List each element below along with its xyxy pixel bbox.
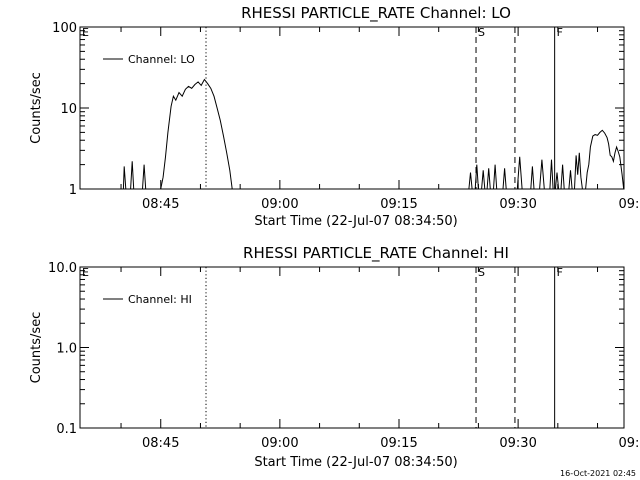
y-axis-label: Counts/sec: [29, 72, 44, 144]
y-tick-label: 1.0: [56, 342, 77, 357]
chart-lo-channel: RHESSI PARTICLE_RATE Channel: LO Counts/s…: [29, 4, 640, 229]
event-marker-label: F: [557, 266, 563, 279]
y-tick-label: 100: [52, 21, 77, 36]
x-tick-label: 09:15: [380, 197, 417, 212]
x-tick-label: 09:45: [619, 197, 640, 212]
x-tick-label: 08:45: [142, 436, 179, 451]
y-axis-label: Counts/sec: [29, 312, 44, 384]
x-axis-label: Start Time (22-Jul-07 08:34:50): [254, 455, 457, 470]
legend-label: Channel: LO: [128, 53, 195, 66]
y-tick-label: 10: [60, 102, 77, 117]
x-axis-label: Start Time (22-Jul-07 08:34:50): [254, 214, 457, 229]
chart-title: RHESSI PARTICLE_RATE Channel: LO: [241, 4, 511, 23]
y-tick-label: 0.1: [56, 422, 77, 437]
plot-frame: [79, 266, 625, 429]
event-marker-label: S: [478, 266, 485, 279]
y-tick-label: 10.0: [48, 261, 77, 276]
legend: Channel: HI: [103, 293, 192, 306]
event-markers: [205, 27, 556, 189]
event-marker-label: F: [557, 26, 563, 39]
series-line-0: [122, 78, 624, 189]
chart-title: RHESSI PARTICLE_RATE Channel: HI: [243, 244, 509, 263]
x-tick-label: 09:00: [261, 436, 298, 451]
event-markers: [205, 267, 556, 428]
event-marker-label: E: [82, 266, 89, 279]
chart-hi-channel: RHESSI PARTICLE_RATE Channel: HI Counts/s…: [29, 244, 640, 470]
x-tick-label: 09:15: [380, 436, 417, 451]
x-tick-label: 09:30: [499, 197, 536, 212]
x-tick-label: 09:00: [261, 197, 298, 212]
event-marker-label: E: [82, 26, 89, 39]
x-tick-label: 08:45: [142, 197, 179, 212]
footer-timestamp: 16-Oct-2021 02:45: [560, 469, 636, 478]
y-tick-label: 1: [69, 183, 77, 198]
legend: Channel: LO: [103, 53, 195, 66]
legend-label: Channel: HI: [128, 293, 192, 306]
x-tick-label: 09:45: [619, 436, 640, 451]
event-marker-label: S: [478, 26, 485, 39]
x-tick-label: 09:30: [499, 436, 536, 451]
